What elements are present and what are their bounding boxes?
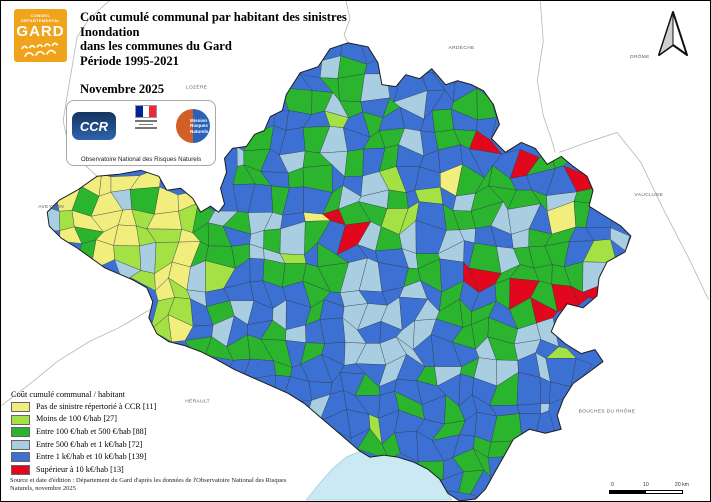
mrn-logo-text: Mission Risques Naturels [190,117,209,134]
legend-item: Entre 500 €/hab et 1 k€/hab [72] [11,439,156,450]
french-flag-icon [135,105,157,118]
french-ministry-logo [131,105,161,147]
legend-label: Supérieur à 10 k€/hab [13] [36,464,124,474]
legend-item: Moins de 100 €/hab [27] [11,414,156,425]
legend-title: Coût cumulé communal / habitant [11,390,125,399]
mission-risques-naturels-logo: Mission Risques Naturels [176,109,210,143]
logo-text-bar [135,120,157,122]
legend-swatch [11,452,30,463]
svg-text:ARDÈCHE: ARDÈCHE [449,44,475,51]
legend-swatch [11,414,30,425]
north-arrow-icon [658,11,688,56]
legend-swatch [11,427,30,438]
scale-label: 0 [611,482,614,488]
svg-text:BOUCHES DU RHÔNE: BOUCHES DU RHÔNE [579,407,636,414]
title-line: dans les communes du Gard [80,39,232,54]
gard-department-logo: CONSEIL DÉPARTEMENTAL GARD [14,9,67,62]
ccr-logo-text: CCR [79,118,109,134]
pont-du-gard-bridge-icon [20,42,58,57]
svg-text:HÉRAULT: HÉRAULT [185,397,210,404]
logos-caption: Observatoire National des Risques Nature… [80,156,202,163]
svg-text:AVEYRON: AVEYRON [38,204,64,210]
title-line: Coût cumulé communal par habitant des si… [80,10,347,24]
legend-label: Entre 100 €/hab et 500 €/hab [88] [36,426,147,436]
svg-text:LOZÈRE: LOZÈRE [186,84,207,91]
legend-item: Supérieur à 10 k€/hab [13] [11,464,156,475]
gard-department-outline [46,42,632,501]
legend-item: Entre 100 €/hab et 500 €/hab [88] [11,426,156,438]
title-line: Inondation [80,24,140,39]
logo-text-bar [135,127,157,129]
legend-label: Entre 1 k€/hab et 10 k€/hab [139] [36,452,147,462]
neighbor-department-labels: LOZÈRE ARDÈCHE DRÔME VAUCLUSE BOUCHES DU RHÔ… [38,44,664,415]
legend-item: Pas de sinistre répertorié à CCR [11] [11,402,156,412]
legend-swatch [11,464,30,475]
svg-text:DRÔME: DRÔME [630,53,650,60]
legend-label: Moins de 100 €/hab [27] [36,414,117,424]
scale-label: 10 [643,482,649,488]
source-note: Source et date d'édition : Département d… [10,477,287,492]
scale-bar-segments [609,490,683,494]
legend-swatch [11,402,30,412]
edition-date: Novembre 2025 [80,82,165,97]
legend-label: Entre 500 €/hab et 1 k€/hab [72] [36,439,143,449]
legend-item: Entre 1 k€/hab et 10 k€/hab [139] [11,452,156,463]
ccr-logo: CCR [72,112,116,140]
scale-label: 20 km [674,482,689,488]
map-title: Coût cumulé communal par habitant des si… [80,10,380,97]
title-line: Période 1995-2021 [80,53,179,68]
logo-name: GARD [16,23,65,40]
scale-bar: 0 10 20 km [609,482,689,494]
logo-subtitle: CONSEIL DÉPARTEMENTAL [20,13,61,23]
communes-choropleth [47,42,631,501]
legend-swatch [11,439,30,450]
svg-text:VAUCLUSE: VAUCLUSE [635,192,664,198]
legend-label: Pas de sinistre répertorié à CCR [11] [36,401,157,411]
logo-text-bar [139,123,153,125]
legend: Coût cumulé communal / habitant Pas de s… [11,390,156,478]
partner-logos-box: CCR Mission Risques Naturels Observatoir… [66,100,216,166]
